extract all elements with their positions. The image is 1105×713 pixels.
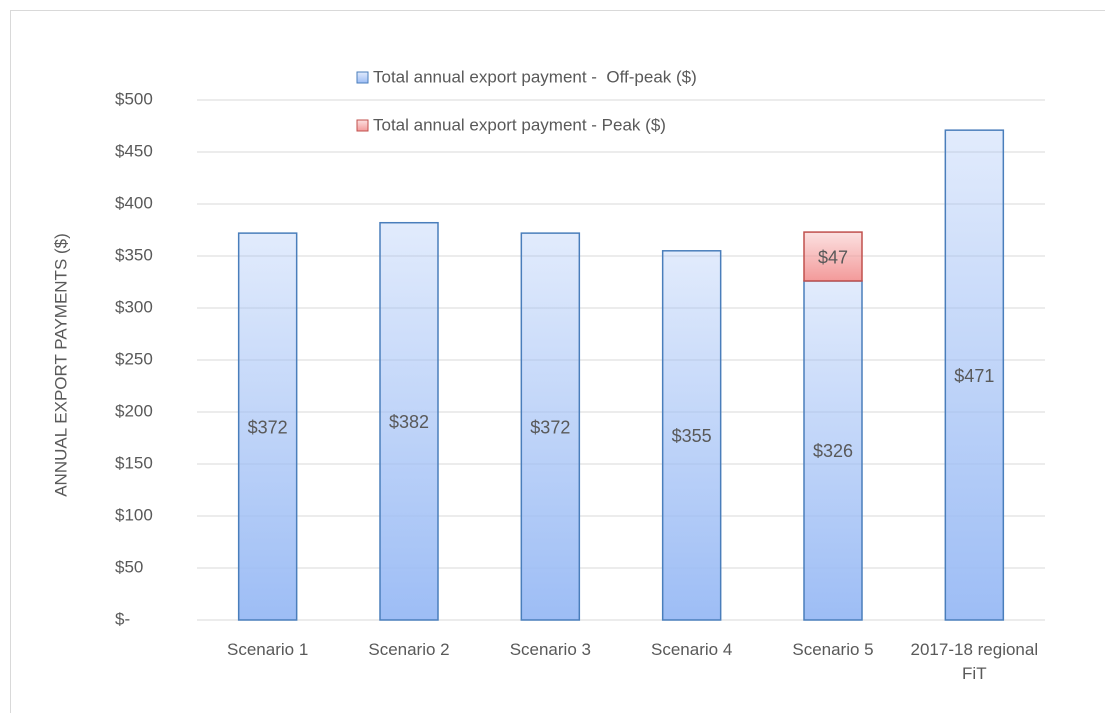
x-tick-label: Scenario 1 — [227, 640, 309, 659]
y-tick-label: $100 — [115, 505, 153, 524]
x-tick-label: 2017-18 regional FiT — [910, 640, 1039, 683]
bar-segment — [237, 232, 298, 621]
y-tick-label: $250 — [115, 349, 153, 368]
legend-label: Total annual export payment - Peak ($) — [373, 115, 666, 134]
data-label: $382 — [389, 412, 429, 432]
y-tick-label: $300 — [115, 297, 153, 316]
x-tick-label: Scenario 4 — [651, 640, 733, 659]
y-tick-label: $150 — [115, 453, 153, 472]
x-tick-label: Scenario 2 — [368, 640, 450, 659]
y-tick-label: $400 — [115, 193, 153, 212]
y-tick-label: $350 — [115, 245, 153, 264]
data-label: $326 — [813, 441, 853, 461]
x-tick-label: Scenario 3 — [509, 640, 591, 659]
bar-segment — [661, 250, 722, 621]
data-label: $471 — [954, 366, 994, 386]
bar-segment — [379, 221, 439, 621]
legend-swatch — [356, 71, 369, 84]
y-axis-label: ANNUAL EXPORT PAYMENTS ($) — [51, 233, 70, 497]
y-tick-label: $- — [115, 609, 130, 628]
data-label: $372 — [248, 417, 288, 437]
y-tick-label: $500 — [115, 89, 153, 108]
data-label: $372 — [530, 417, 570, 437]
x-tick-label: Scenario 5 — [792, 640, 874, 659]
y-tick-label: $200 — [115, 401, 153, 420]
bar-segment — [803, 280, 863, 621]
legend-label: Total annual export payment - Off-peak (… — [373, 67, 697, 86]
y-tick-label: $50 — [115, 557, 143, 576]
data-label: $355 — [672, 426, 712, 446]
chart-border — [10, 10, 1105, 713]
bar-segment — [520, 232, 581, 621]
bar-segment — [944, 129, 1005, 621]
y-tick-label: $450 — [115, 141, 153, 160]
legend-swatch — [356, 119, 369, 132]
bar-segment — [803, 231, 863, 282]
data-label: $47 — [818, 247, 848, 267]
